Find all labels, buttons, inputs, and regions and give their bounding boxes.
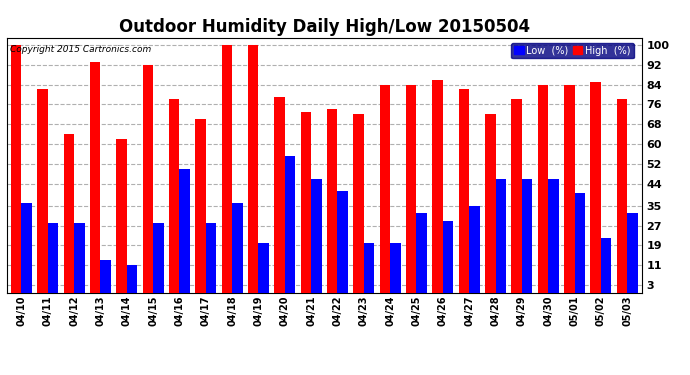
Bar bbox=[221, 45, 232, 292]
Bar bbox=[74, 223, 85, 292]
Bar bbox=[101, 260, 111, 292]
Bar bbox=[248, 45, 259, 292]
Bar bbox=[548, 178, 559, 292]
Bar bbox=[232, 203, 243, 292]
Bar bbox=[206, 223, 216, 292]
Bar bbox=[417, 213, 427, 292]
Bar bbox=[469, 206, 480, 292]
Bar bbox=[601, 238, 611, 292]
Bar bbox=[617, 99, 627, 292]
Bar bbox=[433, 80, 443, 292]
Bar bbox=[21, 203, 32, 292]
Text: Copyright 2015 Cartronics.com: Copyright 2015 Cartronics.com bbox=[10, 45, 151, 54]
Bar bbox=[511, 99, 522, 292]
Bar bbox=[127, 265, 137, 292]
Bar bbox=[522, 178, 533, 292]
Legend: Low  (%), High  (%): Low (%), High (%) bbox=[511, 43, 633, 58]
Bar bbox=[153, 223, 164, 292]
Bar bbox=[485, 114, 495, 292]
Bar bbox=[380, 84, 390, 292]
Bar bbox=[179, 169, 190, 292]
Bar bbox=[406, 84, 417, 292]
Bar bbox=[538, 84, 548, 292]
Bar bbox=[327, 109, 337, 292]
Bar bbox=[564, 84, 575, 292]
Bar bbox=[11, 45, 21, 292]
Bar bbox=[301, 112, 311, 292]
Bar bbox=[285, 156, 295, 292]
Bar bbox=[63, 134, 74, 292]
Bar bbox=[495, 178, 506, 292]
Bar bbox=[169, 99, 179, 292]
Bar bbox=[337, 191, 348, 292]
Bar bbox=[259, 243, 269, 292]
Bar bbox=[443, 221, 453, 292]
Bar bbox=[37, 90, 48, 292]
Bar bbox=[390, 243, 401, 292]
Bar bbox=[48, 223, 58, 292]
Bar bbox=[353, 114, 364, 292]
Bar bbox=[311, 178, 322, 292]
Bar bbox=[364, 243, 375, 292]
Bar bbox=[143, 65, 153, 292]
Bar bbox=[591, 82, 601, 292]
Bar bbox=[274, 97, 285, 292]
Bar bbox=[195, 119, 206, 292]
Bar bbox=[116, 139, 127, 292]
Title: Outdoor Humidity Daily High/Low 20150504: Outdoor Humidity Daily High/Low 20150504 bbox=[119, 18, 530, 36]
Bar bbox=[575, 194, 585, 292]
Bar bbox=[627, 213, 638, 292]
Bar bbox=[90, 62, 101, 292]
Bar bbox=[459, 90, 469, 292]
